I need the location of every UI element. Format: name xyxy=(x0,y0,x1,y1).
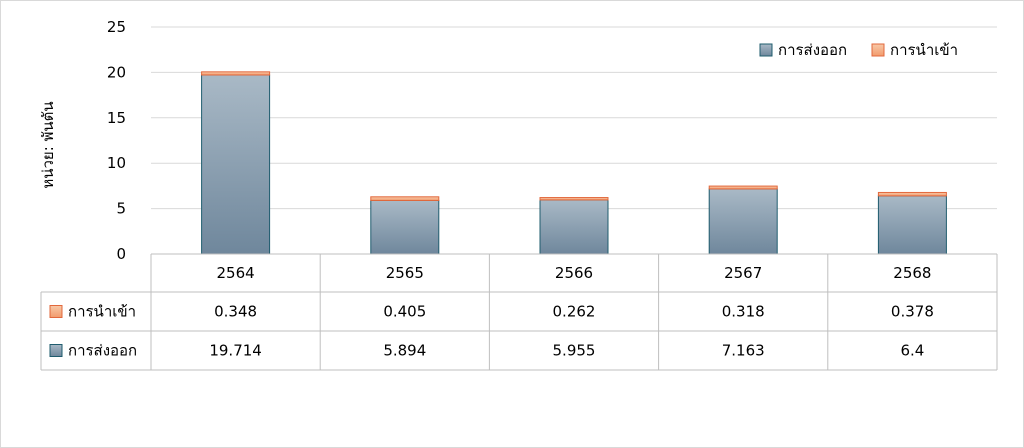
data-value-label: 0.378 xyxy=(891,303,934,321)
x-category-label: 2564 xyxy=(217,264,255,282)
y-tick-label: 20 xyxy=(107,63,126,81)
data-value-label: 6.4 xyxy=(900,342,924,360)
bar-import xyxy=(370,196,440,201)
gridlines xyxy=(151,26,997,210)
y-axis-title: หน่วย: พันตัน xyxy=(39,101,57,188)
table-row-label: การส่งออก xyxy=(68,342,137,360)
y-tick-label: 10 xyxy=(107,154,126,172)
bar-import xyxy=(708,185,778,190)
table-legend-key xyxy=(49,305,63,318)
legend-label: การนำเข้า xyxy=(890,41,958,59)
legend-label: การส่งออก xyxy=(778,41,847,59)
bar-export xyxy=(877,195,947,255)
y-tick-label: 15 xyxy=(107,109,126,127)
data-table: 2564 2565 2566 2567 2568 การนำเข้า 0.348 0.405 0… xyxy=(40,253,998,371)
legend: การส่งออก การนำเข้า xyxy=(759,41,958,59)
data-value-label: 0.405 xyxy=(383,303,426,321)
data-value-label: 5.955 xyxy=(553,342,596,360)
x-category-label: 2568 xyxy=(893,264,931,282)
data-value-label: 0.348 xyxy=(214,303,257,321)
y-tick-label: 0 xyxy=(116,245,126,263)
y-axis-ticks: 0 5 10 15 20 25 xyxy=(107,18,126,263)
legend-key xyxy=(759,43,773,57)
bar-export xyxy=(201,74,271,255)
bar-export xyxy=(370,199,440,255)
bars xyxy=(201,71,947,255)
x-category-label: 2567 xyxy=(724,264,762,282)
x-category-label: 2566 xyxy=(555,264,593,282)
data-value-label: 5.894 xyxy=(383,342,426,360)
bar-import xyxy=(877,191,947,197)
legend-key xyxy=(871,43,885,57)
data-value-label: 0.262 xyxy=(553,303,596,321)
data-value-label: 7.163 xyxy=(722,342,765,360)
table-row-label: การนำเข้า xyxy=(68,303,136,321)
x-category-label: 2565 xyxy=(386,264,424,282)
y-tick-label: 25 xyxy=(107,18,126,36)
bar-import xyxy=(201,71,271,76)
table-legend-key xyxy=(49,344,63,357)
bar-import xyxy=(539,197,609,201)
bar-export xyxy=(539,199,609,255)
y-tick-label: 5 xyxy=(116,200,126,218)
bar-export xyxy=(708,188,778,255)
data-value-label: 0.318 xyxy=(722,303,765,321)
data-value-label: 19.714 xyxy=(209,342,262,360)
